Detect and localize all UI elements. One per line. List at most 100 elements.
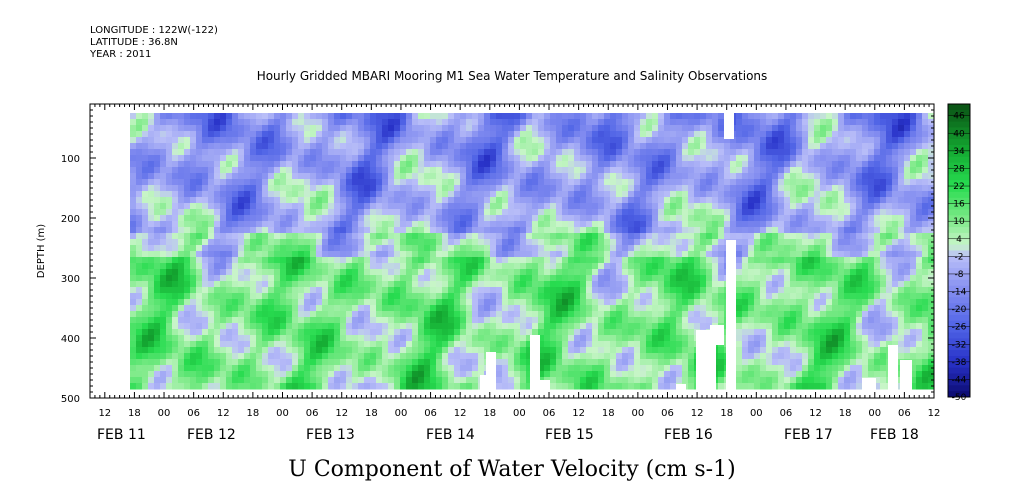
heatmap-cell	[460, 161, 467, 168]
heatmap-cell	[202, 287, 209, 294]
heatmap-cell	[232, 323, 239, 330]
heatmap-cell	[280, 143, 287, 150]
heatmap-cell	[814, 197, 821, 204]
heatmap-cell	[850, 125, 857, 132]
heatmap-cell	[898, 173, 905, 180]
heatmap-cell	[352, 149, 359, 156]
heatmap-cell	[508, 179, 515, 186]
heatmap-cell	[286, 245, 293, 252]
heatmap-cell	[628, 299, 635, 306]
heatmap-cell	[862, 329, 869, 336]
heatmap-cell	[214, 191, 221, 198]
heatmap-cell	[652, 281, 659, 288]
heatmap-cell	[220, 221, 227, 228]
heatmap-cell	[826, 155, 833, 162]
heatmap-cell	[580, 269, 587, 276]
heatmap-cell	[904, 299, 911, 306]
heatmap-cell	[628, 305, 635, 312]
heatmap-cell	[274, 287, 281, 294]
heatmap-cell	[646, 305, 653, 312]
heatmap-cell	[394, 305, 401, 312]
heatmap-cell	[412, 323, 419, 330]
heatmap-cell	[766, 155, 773, 162]
heatmap-cell	[340, 305, 347, 312]
heatmap-cell	[742, 173, 749, 180]
heatmap-cell	[388, 275, 395, 282]
heatmap-cell	[856, 275, 863, 282]
heatmap-cell	[196, 125, 203, 132]
heatmap-cell	[736, 197, 743, 204]
heatmap-cell	[508, 323, 515, 330]
heatmap-cell	[586, 275, 593, 282]
heatmap-cell	[658, 149, 665, 156]
heatmap-cell	[490, 251, 497, 258]
heatmap-cell	[694, 227, 701, 234]
heatmap-cell	[574, 161, 581, 168]
heatmap-cell	[148, 287, 155, 294]
heatmap-cell	[256, 257, 263, 264]
heatmap-cell	[802, 227, 809, 234]
heatmap-cell	[496, 299, 503, 306]
heatmap-cell	[640, 137, 647, 144]
heatmap-cell	[130, 293, 137, 300]
heatmap-cell	[172, 299, 179, 306]
heatmap-cell	[352, 281, 359, 288]
heatmap-cell	[412, 173, 419, 180]
heatmap-cell	[238, 131, 245, 138]
heatmap-cell	[778, 143, 785, 150]
heatmap-cell	[178, 221, 185, 228]
heatmap-cell	[448, 191, 455, 198]
heatmap-cell	[262, 245, 269, 252]
heatmap-cell	[586, 263, 593, 270]
heatmap-cell	[508, 149, 515, 156]
heatmap-cell	[832, 233, 839, 240]
heatmap-cell	[190, 311, 197, 318]
heatmap-cell	[868, 197, 875, 204]
heatmap-cell	[610, 143, 617, 150]
heatmap-cell	[280, 113, 287, 120]
heatmap-cell	[424, 137, 431, 144]
heatmap-cell	[868, 143, 875, 150]
heatmap-cell	[550, 215, 557, 222]
heatmap-cell	[496, 203, 503, 210]
heatmap-cell	[862, 131, 869, 138]
heatmap-cell	[802, 281, 809, 288]
heatmap-cell	[634, 293, 641, 300]
heatmap-cell	[358, 251, 365, 258]
heatmap-cell	[466, 119, 473, 126]
heatmap-cell	[562, 143, 569, 150]
heatmap-cell	[526, 233, 533, 240]
heatmap-cell	[490, 167, 497, 174]
heatmap-cell	[316, 269, 323, 276]
heatmap-cell	[328, 185, 335, 192]
heatmap-cell	[460, 317, 467, 324]
heatmap-cell	[742, 113, 749, 120]
heatmap-cell	[832, 317, 839, 324]
heatmap-cell	[802, 293, 809, 300]
heatmap-cell	[490, 233, 497, 240]
heatmap-cell	[562, 149, 569, 156]
heatmap-cell	[826, 137, 833, 144]
heatmap-cell	[442, 113, 449, 120]
heatmap-cell	[148, 137, 155, 144]
heatmap-cell	[868, 311, 875, 318]
heatmap-cell	[922, 227, 929, 234]
heatmap-cell	[322, 263, 329, 270]
heatmap-cell	[340, 167, 347, 174]
heatmap-cell	[430, 305, 437, 312]
heatmap-cell	[628, 215, 635, 222]
heatmap-cell	[556, 149, 563, 156]
heatmap-cell	[328, 257, 335, 264]
heatmap-cell	[622, 323, 629, 330]
heatmap-cell	[832, 263, 839, 270]
longitude-label: LONGITUDE : 122W(-122)	[90, 25, 218, 36]
heatmap-cell	[292, 149, 299, 156]
heatmap-cell	[694, 293, 701, 300]
heatmap-cell	[628, 167, 635, 174]
heatmap-cell	[490, 185, 497, 192]
heatmap-cell	[640, 311, 647, 318]
heatmap-cell	[310, 245, 317, 252]
heatmap-cell	[286, 293, 293, 300]
heatmap-cell	[412, 137, 419, 144]
heatmap-cell	[640, 257, 647, 264]
